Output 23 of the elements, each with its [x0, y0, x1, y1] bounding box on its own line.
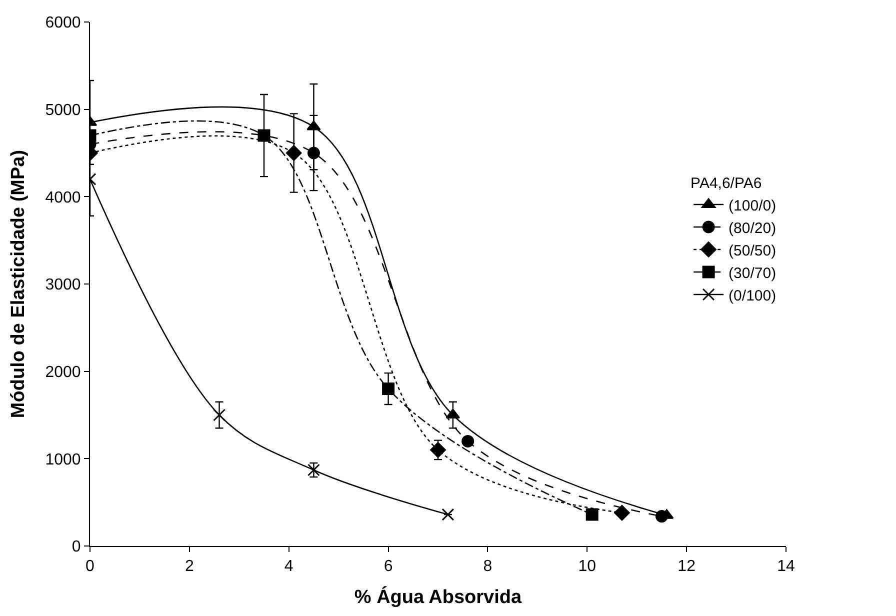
x-axis-title: % Água Absorvida: [354, 586, 522, 608]
x-tick-label: 10: [578, 558, 596, 576]
x-tick-label: 0: [86, 558, 95, 576]
y-tick-label: 3000: [45, 276, 81, 294]
y-tick-label: 4000: [45, 189, 81, 206]
y-tick-label: 6000: [45, 14, 81, 32]
y-tick-label: 1000: [45, 451, 81, 468]
legend-label: (100/0): [728, 197, 776, 214]
x-tick-label: 6: [384, 558, 393, 576]
y-tick-label: 5000: [45, 102, 81, 119]
y-tick-label: 2000: [45, 364, 81, 381]
legend-label: (0/100): [728, 287, 776, 304]
x-tick-label: 12: [678, 558, 696, 576]
x-tick-label: 8: [483, 558, 492, 576]
legend-label: (30/70): [728, 264, 776, 282]
y-axis-title: Módulo de Elasticidade (MPa): [8, 150, 30, 418]
y-tick-label: 0: [72, 538, 81, 556]
x-tick-label: 2: [184, 558, 194, 576]
legend-label: (50/50): [728, 242, 776, 260]
x-tick-label: 14: [777, 558, 795, 576]
legend-label: (80/20): [728, 220, 776, 237]
x-tick-label: 4: [284, 558, 294, 576]
legend-title: PA4,6/PA6: [690, 175, 762, 192]
